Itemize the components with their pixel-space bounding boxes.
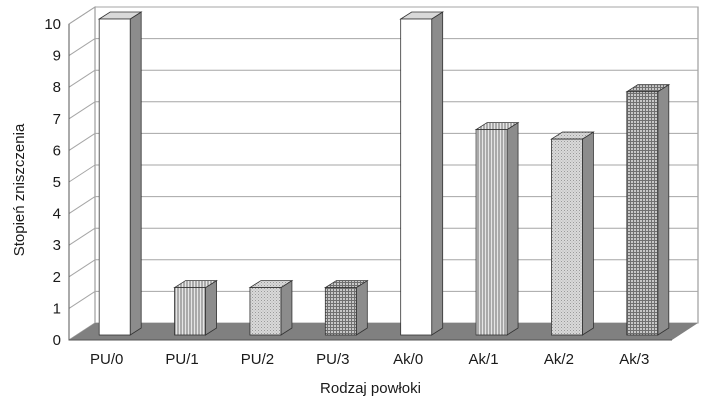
bar-side [657, 83, 670, 336]
gridline-side [68, 259, 96, 278]
bar-front [551, 138, 583, 336]
bar-pu-3 [323, 279, 369, 336]
bar-front [626, 91, 659, 336]
x-tick-labels: PU/0 PU/1 PU/2 PU/3 Ak/0 Ak/1 Ak/2 Ak/3 [90, 351, 649, 368]
gridline-side [68, 69, 96, 88]
bar-front [174, 287, 206, 336]
bar-front [98, 18, 131, 336]
chart-floor [68, 24, 698, 341]
x-axis-title: Rodzaj powłoki [320, 380, 421, 397]
bar-side [355, 279, 368, 336]
bar-pu-0 [97, 11, 143, 336]
y-tick-label: 5 [53, 174, 61, 191]
y-tick-label: 6 [53, 142, 61, 159]
y-tick-label: 1 [53, 300, 61, 317]
bar-side [205, 279, 217, 336]
bar-ak-1 [474, 121, 520, 336]
gridline-side [68, 101, 96, 120]
gridline-side [68, 132, 96, 151]
bar-front [475, 129, 508, 336]
x-tick-label: PU/2 [241, 351, 274, 368]
y-tick-label: 2 [53, 269, 61, 286]
x-tick-label: Ak/2 [544, 351, 574, 368]
bar-ak-3 [625, 83, 671, 336]
x-tick-label: PU/1 [165, 351, 198, 368]
gridline-side [68, 196, 96, 215]
bar-front [400, 18, 433, 336]
bars [97, 11, 671, 336]
bar-side [280, 279, 293, 336]
bar-side [129, 11, 142, 336]
chart-walls [68, 6, 699, 341]
y-tick-label: 8 [53, 79, 61, 96]
x-tick-label: Ak/3 [619, 351, 649, 368]
gridline-side [68, 227, 96, 246]
y-tick-label: 4 [53, 206, 61, 223]
bar-ak-2 [550, 131, 595, 336]
bar-ak-0 [399, 11, 445, 336]
gridline-side [68, 290, 96, 309]
gridlines [68, 6, 698, 341]
y-tick-labels: 0 1 2 3 4 5 6 7 8 9 10 [44, 16, 61, 349]
gridline-side [68, 164, 96, 183]
gridline-side [68, 38, 96, 57]
floor-plane [69, 323, 698, 340]
gridline-side [68, 6, 96, 25]
x-tick-label: PU/0 [90, 351, 123, 368]
bar-front [249, 287, 282, 336]
x-tick-label: PU/3 [316, 351, 349, 368]
y-tick-label: 0 [53, 332, 61, 349]
bar-side [431, 11, 444, 336]
bar-front [324, 287, 357, 336]
bar-pu-2 [248, 279, 294, 336]
y-axis-title: Stopień zniszczenia [11, 123, 28, 256]
y-tick-label: 10 [44, 16, 61, 33]
y-tick-label: 3 [53, 237, 61, 254]
y-tick-label: 9 [53, 48, 61, 65]
x-tick-label: Ak/1 [469, 351, 499, 368]
bar-side [582, 131, 594, 336]
y-tick-label: 7 [53, 111, 61, 128]
bar-side [506, 121, 519, 336]
bar-pu-1 [173, 279, 218, 336]
x-tick-label: Ak/0 [393, 351, 423, 368]
